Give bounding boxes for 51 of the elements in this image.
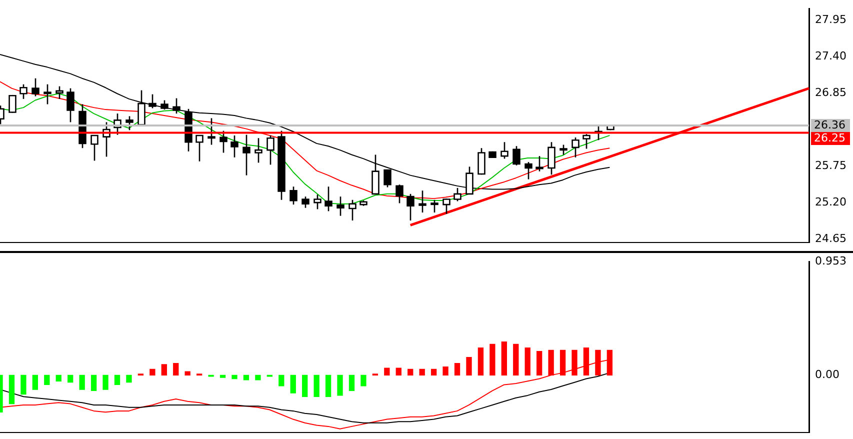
bar [430,368,437,376]
bar [44,374,50,386]
bar [102,374,108,390]
bar [396,368,402,376]
y-tick-label: 27.40 [815,49,846,62]
bar [243,374,250,380]
bar [419,368,425,376]
bar [278,374,284,386]
y-tick-label: 27.95 [815,12,846,26]
bar [161,364,167,376]
bar [536,351,542,376]
bar [255,374,261,380]
y-tick-label: 25.20 [815,195,846,208]
bar [348,374,355,392]
bar [490,344,496,376]
bar [442,366,448,376]
bar [408,368,414,376]
bar [90,374,97,392]
y-tick-label: 25.75 [815,158,846,172]
bar [524,347,530,376]
bar [314,374,320,397]
bar [501,341,507,376]
ref-line-label: 26.36 [814,118,846,132]
bar [302,374,308,397]
bar [79,374,85,390]
y-tick-label: 26.85 [815,86,846,99]
bar [173,362,179,376]
bar [8,374,15,404]
bar [68,374,74,383]
bar [325,374,332,397]
bar [184,371,190,376]
bar [513,344,519,376]
bar [360,374,366,386]
bar [220,374,226,378]
bar [232,374,238,380]
bar [466,356,472,376]
bar [337,374,343,396]
bar [478,347,484,376]
y-tick-label: 0.953 [815,254,846,268]
bar [384,368,390,376]
y-tick-label: 0.00 [815,368,840,382]
bar [290,374,296,394]
bar [126,374,132,383]
bar [454,362,460,376]
bar [20,374,26,395]
ref-line-label: 26.25 [814,131,846,144]
bar [114,374,120,386]
bar [56,374,62,382]
y-tick-label: 24.65 [815,232,846,245]
bar [150,368,156,376]
bar [32,374,38,390]
